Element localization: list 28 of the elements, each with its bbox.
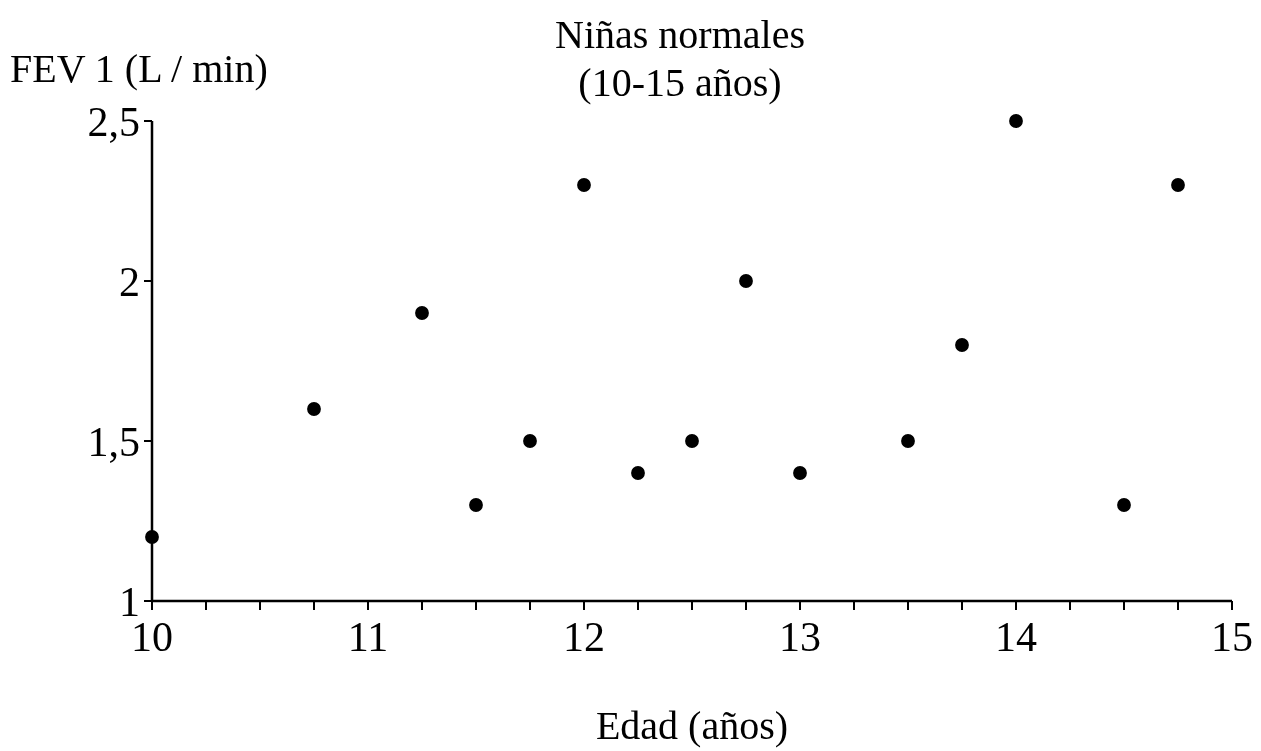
point bbox=[1171, 178, 1185, 192]
chart-title: Niñas normales bbox=[555, 12, 805, 57]
point bbox=[577, 178, 591, 192]
point bbox=[307, 402, 321, 416]
point bbox=[145, 530, 159, 544]
point bbox=[955, 338, 969, 352]
y-tick-label: 1 bbox=[119, 578, 140, 625]
point bbox=[469, 498, 483, 512]
point bbox=[685, 434, 699, 448]
x-tick-label: 11 bbox=[347, 614, 389, 660]
x-tick-label: 13 bbox=[779, 614, 821, 660]
point bbox=[1009, 114, 1023, 128]
point bbox=[739, 274, 753, 288]
chart-subtitle: (10-15 años) bbox=[578, 60, 782, 105]
point bbox=[901, 434, 915, 448]
x-axis-title: Edad (años) bbox=[595, 703, 789, 748]
point bbox=[793, 466, 807, 480]
x-tick-label: 12 bbox=[563, 614, 605, 660]
x-tick-label: 14 bbox=[995, 614, 1037, 660]
y-tick-label: 1,5 bbox=[87, 418, 140, 465]
point bbox=[415, 306, 429, 320]
y-tick-label: 2,5 bbox=[87, 98, 140, 145]
point bbox=[631, 466, 645, 480]
point bbox=[523, 434, 537, 448]
point bbox=[1117, 498, 1131, 512]
y-axis-title: FEV 1 (L / min) bbox=[10, 46, 268, 91]
x-tick-label: 15 bbox=[1211, 614, 1253, 660]
y-tick-label: 2 bbox=[119, 258, 140, 305]
